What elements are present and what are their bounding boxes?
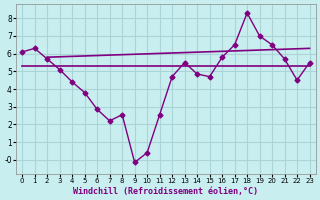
X-axis label: Windchill (Refroidissement éolien,°C): Windchill (Refroidissement éolien,°C) [73,187,258,196]
